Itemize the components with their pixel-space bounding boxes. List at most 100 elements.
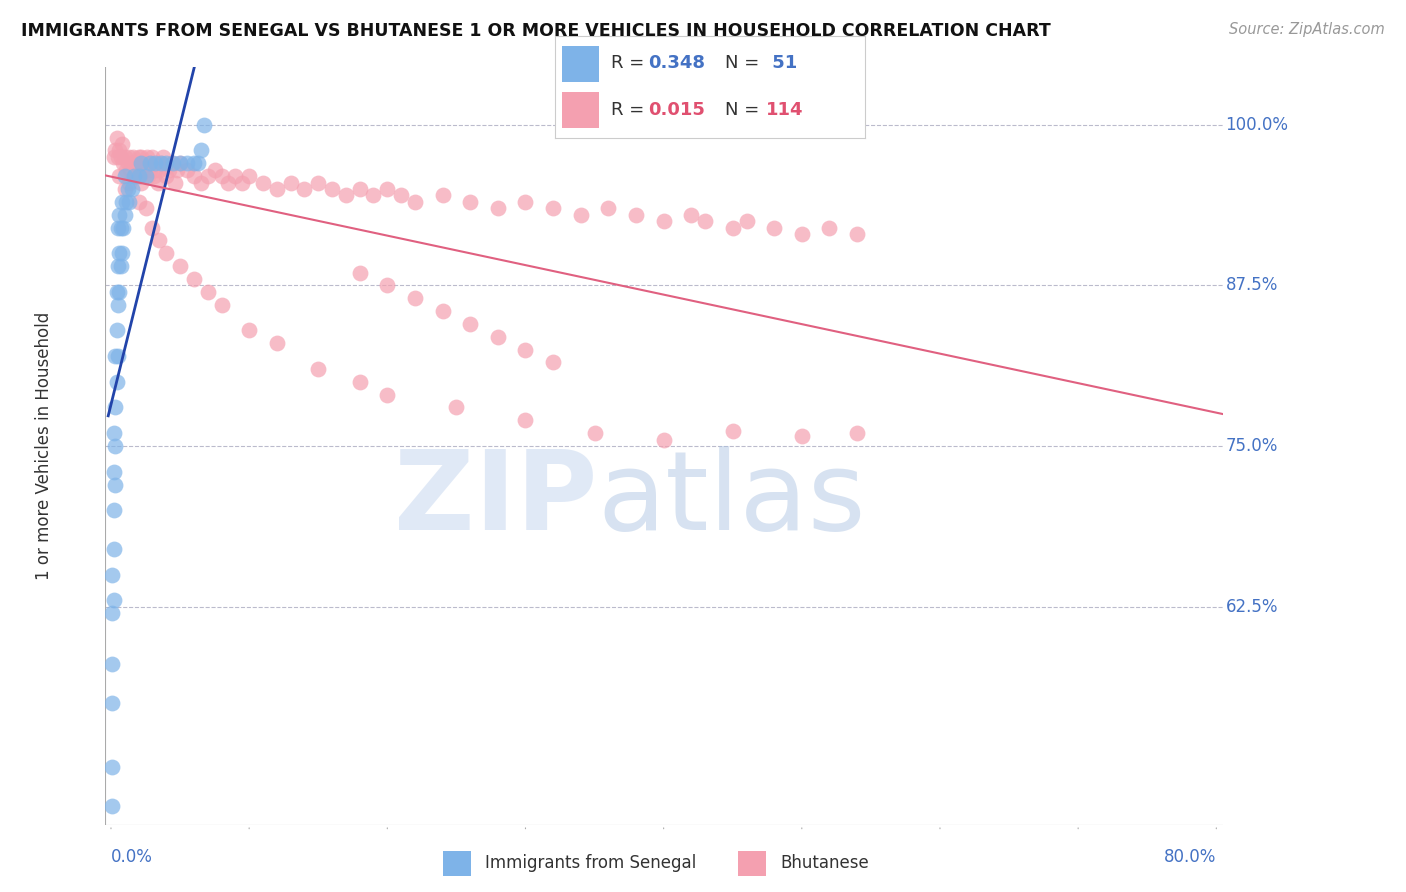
Text: 75.0%: 75.0%	[1226, 437, 1278, 455]
Point	[763, 220, 786, 235]
Point	[294, 182, 316, 196]
Point	[169, 259, 191, 273]
Point	[117, 156, 139, 170]
Point	[145, 156, 167, 170]
Text: 100.0%: 100.0%	[1226, 116, 1288, 134]
Point	[197, 285, 219, 299]
Point	[146, 176, 169, 190]
Point	[101, 567, 124, 582]
Point	[108, 246, 131, 260]
Point	[107, 349, 129, 363]
Point	[790, 227, 813, 241]
Text: 51: 51	[766, 54, 797, 72]
Point	[110, 150, 132, 164]
Point	[124, 169, 146, 183]
Text: R =: R =	[612, 54, 650, 72]
Text: 0.0%: 0.0%	[111, 848, 153, 866]
Point	[598, 201, 620, 215]
Point	[103, 503, 125, 517]
Point	[118, 176, 141, 190]
Point	[846, 227, 869, 241]
Point	[363, 188, 385, 202]
Point	[231, 176, 253, 190]
Text: 0.015: 0.015	[648, 101, 704, 119]
Point	[121, 182, 143, 196]
Point	[404, 194, 426, 209]
Point	[583, 426, 606, 441]
Text: Bhutanese: Bhutanese	[780, 855, 869, 872]
Point	[169, 156, 191, 170]
Point	[432, 304, 454, 318]
Point	[134, 156, 156, 170]
Point	[458, 317, 481, 331]
Point	[148, 233, 170, 247]
Text: 1 or more Vehicles in Household: 1 or more Vehicles in Household	[35, 312, 53, 580]
Point	[846, 426, 869, 441]
Point	[204, 162, 226, 177]
Point	[280, 176, 302, 190]
Point	[652, 214, 675, 228]
Point	[141, 150, 163, 164]
Point	[108, 208, 131, 222]
Text: ZIP: ZIP	[394, 446, 598, 552]
Point	[107, 298, 129, 312]
Point	[104, 401, 127, 415]
Point	[141, 220, 163, 235]
FancyBboxPatch shape	[443, 851, 471, 876]
Text: Source: ZipAtlas.com: Source: ZipAtlas.com	[1229, 22, 1385, 37]
Point	[111, 246, 134, 260]
Point	[107, 259, 129, 273]
Point	[128, 150, 150, 164]
Point	[183, 272, 205, 286]
Point	[349, 266, 371, 280]
Point	[197, 169, 219, 183]
Point	[132, 162, 155, 177]
Point	[136, 169, 159, 183]
Point	[103, 465, 125, 479]
Point	[375, 278, 398, 293]
Point	[224, 169, 246, 183]
Point	[149, 156, 172, 170]
Point	[217, 176, 239, 190]
Point	[108, 285, 131, 299]
Point	[105, 285, 128, 299]
Point	[166, 162, 188, 177]
Point	[101, 606, 124, 620]
Point	[138, 156, 160, 170]
Point	[515, 194, 537, 209]
Point	[142, 169, 165, 183]
Point	[134, 201, 156, 215]
Point	[122, 150, 145, 164]
Point	[125, 162, 148, 177]
Text: 114: 114	[766, 101, 803, 119]
Point	[138, 162, 160, 177]
Text: N =: N =	[725, 54, 765, 72]
Point	[183, 156, 205, 170]
Point	[190, 144, 212, 158]
Point	[110, 259, 132, 273]
Text: 80.0%: 80.0%	[1164, 848, 1216, 866]
Point	[100, 798, 122, 813]
Point	[103, 426, 125, 441]
Point	[375, 182, 398, 196]
Point	[101, 696, 124, 710]
Point	[143, 156, 166, 170]
FancyBboxPatch shape	[561, 92, 599, 128]
Point	[163, 176, 186, 190]
Point	[148, 162, 170, 177]
Point	[404, 291, 426, 305]
Point	[127, 156, 149, 170]
Point	[108, 169, 131, 183]
Point	[135, 150, 157, 164]
Point	[169, 156, 191, 170]
Point	[149, 156, 172, 170]
Point	[115, 162, 138, 177]
Point	[307, 176, 329, 190]
Text: IMMIGRANTS FROM SENEGAL VS BHUTANESE 1 OR MORE VEHICLES IN HOUSEHOLD CORRELATION: IMMIGRANTS FROM SENEGAL VS BHUTANESE 1 O…	[21, 22, 1050, 40]
Text: Immigrants from Senegal: Immigrants from Senegal	[485, 855, 696, 872]
Point	[693, 214, 716, 228]
Point	[335, 188, 357, 202]
Point	[238, 323, 260, 337]
Point	[162, 156, 184, 170]
Point	[187, 156, 209, 170]
